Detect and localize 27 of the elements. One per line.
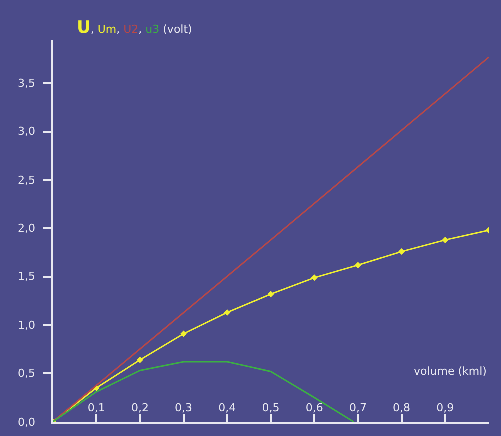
point bbox=[398, 248, 406, 256]
y-tick-label: 2,0 bbox=[18, 222, 36, 235]
x-tick-label: 0,1 bbox=[88, 401, 106, 414]
x-tick-label: 0,7 bbox=[349, 401, 367, 414]
x-tick-label: 0,8 bbox=[393, 401, 411, 414]
point bbox=[180, 330, 188, 338]
x-tick-label: 0,9 bbox=[436, 401, 454, 414]
y-tick-label: 2,5 bbox=[18, 174, 36, 187]
y-axis-title: U, Um, U2, u3 (volt) bbox=[77, 18, 192, 38]
point bbox=[311, 274, 318, 282]
y-tick-label: 3,0 bbox=[18, 125, 36, 138]
point bbox=[268, 291, 274, 298]
y-tick-label: 3,5 bbox=[18, 77, 36, 90]
point bbox=[224, 309, 231, 316]
point bbox=[354, 262, 362, 269]
point bbox=[136, 356, 144, 364]
y-tick-label: 1,0 bbox=[18, 319, 36, 332]
x-tick-label: 0,2 bbox=[131, 401, 149, 414]
x-axis-title: volume (kml) bbox=[414, 365, 487, 378]
x-tick-label: 0,3 bbox=[175, 401, 193, 414]
y-tick-label: 0,5 bbox=[18, 367, 36, 380]
y-tick-label: 1,5 bbox=[18, 270, 36, 283]
x-tick-label: 0,5 bbox=[262, 401, 280, 414]
x-tick-label: 0,4 bbox=[218, 401, 236, 414]
point bbox=[442, 236, 449, 244]
y-tick-label: 0,0 bbox=[18, 416, 36, 429]
x-tick-label: 0,6 bbox=[306, 401, 324, 414]
